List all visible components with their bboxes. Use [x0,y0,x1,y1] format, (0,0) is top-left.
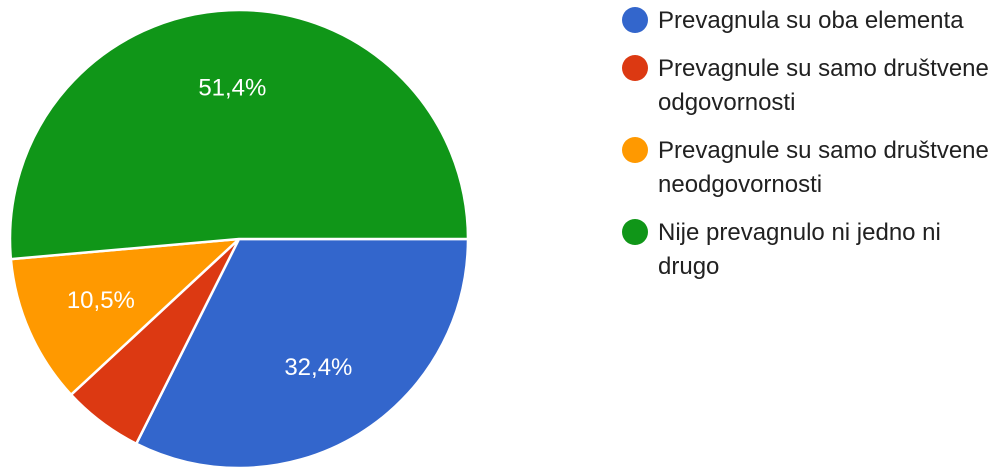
legend-label: Prevagnule su samo društvene odgovornost… [658,55,989,116]
legend-item[interactable]: Nije prevagnulo ni jedno ni drugo [622,216,992,284]
legend-swatch-icon [622,55,648,81]
legend-item[interactable]: Prevagnule su samo društvene neodgovorno… [622,134,992,202]
pie-slice-labels: 32,4% 10,5% 51,4% [67,75,353,382]
legend-label: Prevagnule su samo društvene neodgovorno… [658,137,989,198]
pie-slice[interactable] [135,237,470,467]
chart-legend: Prevagnula su oba elementa Prevagnule su… [622,4,992,298]
pie-slice[interactable] [9,237,241,396]
slice-percent-label: 10,5% [67,287,135,314]
pie-slice[interactable] [8,8,470,261]
legend-item[interactable]: Prevagnula su oba elementa [622,4,992,38]
legend-label: Prevagnula su oba elementa [658,7,964,34]
legend-swatch-icon [622,7,648,33]
legend-label: Nije prevagnulo ni jedno ni drugo [658,219,941,280]
legend-swatch-icon [622,137,648,163]
slice-percent-label: 51,4% [198,75,266,102]
pie-slices [8,8,470,467]
legend-swatch-icon [622,219,648,245]
legend-item[interactable]: Prevagnule su samo društvene odgovornost… [622,52,992,120]
slice-percent-label: 32,4% [284,354,352,381]
